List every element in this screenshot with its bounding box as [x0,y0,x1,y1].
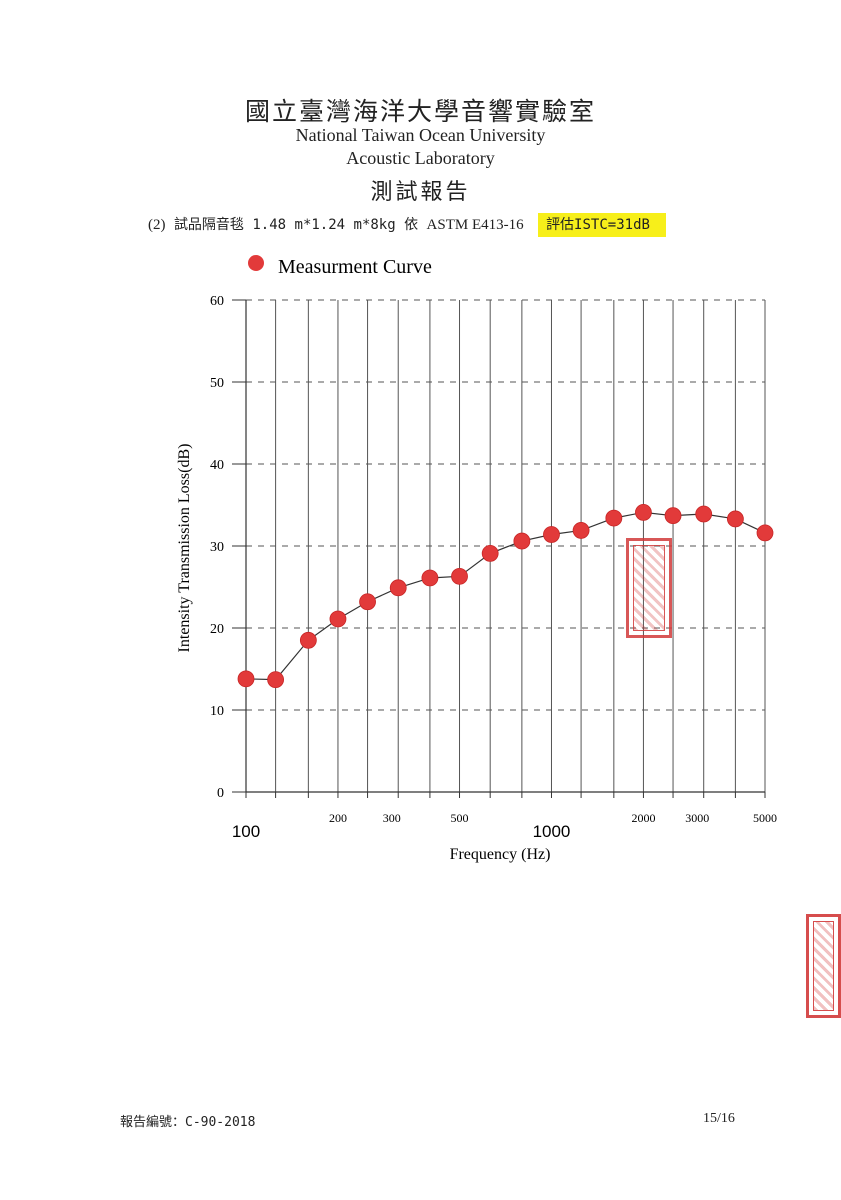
report-title: 測試報告 [370,180,471,205]
data-point [572,522,590,539]
specimen-line: (2) 試品隔音毯 1.48 m*1.24 m*8kg 依 ASTM E413-… [148,213,666,237]
data-point [421,569,439,587]
seal-stamp-margin [806,914,841,1018]
data-point [329,610,347,628]
data-point [267,671,285,689]
data-point [543,526,560,543]
x-axis-label: Frequency (Hz) [450,846,551,863]
seal-stamp [626,538,672,638]
chart-legend: Measurment Curve [248,255,432,278]
x-tick-label: 2000 [631,811,655,825]
chart-series [237,503,774,689]
y-tick-label: 0 [217,786,224,801]
x-tick-label: 200 [329,811,347,825]
data-point [635,503,652,521]
data-point [695,505,713,523]
report-number: 報告編號：C-90-2018 [120,1115,256,1130]
x-tick-label: 300 [383,811,401,825]
lab-name-english: Acoustic Laboratory [346,148,495,168]
data-point [513,532,531,550]
lab-name-chinese: 國立臺灣海洋大學音響實驗室 [244,97,596,126]
y-tick-label: 40 [210,458,224,473]
page-number: 15/16 [703,1111,735,1126]
data-point [756,524,774,542]
x-tick-label: 500 [451,811,469,825]
university-name-english: National Taiwan Ocean University [295,125,546,145]
specimen-description: 試品隔音毯 1.48 m*1.24 m*8kg 依 [173,217,419,233]
data-point [605,509,623,527]
y-tick-label: 20 [210,622,224,637]
item-number: (2) [148,217,166,233]
y-tick-label: 10 [210,704,224,719]
legend-marker [248,255,264,271]
istc-rating-badge: 評估ISTC=31dB [538,213,666,237]
test-standard: ASTM E413-16 [426,217,524,233]
x-tick-label: 5000 [753,811,777,825]
y-axis-label: Intensity Transmission Loss(dB) [176,444,193,653]
chart-grid [246,299,766,792]
x-tick-label: 3000 [685,811,709,825]
series-line [245,511,766,681]
data-point [237,670,255,688]
chart-axes: 0 10 20 30 40 50 60 200 300 500 2000 3000 5000 100 100… [210,294,777,841]
data-point [664,507,682,525]
data-point [451,567,468,585]
x-tick-label-major: 1000 [533,822,571,841]
data-point [726,510,744,528]
data-point [299,631,317,649]
data-point [359,593,376,611]
y-tick-label: 50 [210,376,224,391]
data-point [481,544,499,562]
y-tick-label: 30 [210,540,224,555]
y-tick-label: 60 [210,294,224,309]
legend-label: Measurment Curve [278,256,432,278]
x-tick-label-major: 100 [232,822,260,841]
data-point [389,579,407,597]
